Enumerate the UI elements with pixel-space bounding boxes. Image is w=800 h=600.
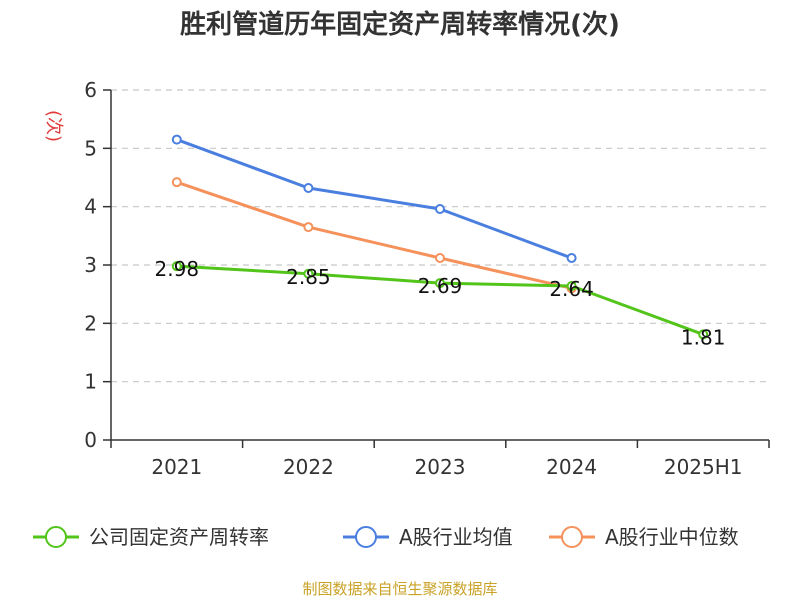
y-tick-label: 2 xyxy=(84,311,97,335)
y-axis-ticks: 0 1 2 3 4 5 6 xyxy=(84,78,111,452)
x-axis-ticks: 2021 2022 2023 2024 2025H1 xyxy=(110,440,770,479)
legend: 公司固定资产周转率 A股行业均值 A股行业中位数 xyxy=(33,525,739,549)
data-point xyxy=(435,204,445,214)
grid-lines xyxy=(111,89,769,383)
x-tick-label: 2024 xyxy=(546,455,597,479)
data-label: 2.69 xyxy=(418,274,463,298)
axes xyxy=(110,90,769,441)
data-point xyxy=(171,261,182,272)
x-tick-label: 2025H1 xyxy=(664,455,743,479)
source-note: 制图数据来自恒生聚源数据库 xyxy=(302,580,497,598)
x-tick-label: 2023 xyxy=(415,455,466,479)
legend-label: A股行业中位数 xyxy=(605,525,739,549)
series-lines xyxy=(171,134,709,340)
y-tick-label: 4 xyxy=(84,195,97,219)
data-point xyxy=(303,222,314,233)
chart-title: 胜利管道历年固定资产周转率情况(次) xyxy=(180,9,620,40)
y-tick-label: 0 xyxy=(84,428,97,452)
data-label: 2.64 xyxy=(549,277,594,301)
data-point xyxy=(435,278,445,289)
series-line xyxy=(176,180,572,290)
data-point xyxy=(566,281,577,291)
y-tick-label: 5 xyxy=(84,136,97,160)
data-label: 1.81 xyxy=(681,325,726,349)
legend-marker xyxy=(355,526,377,548)
legend-item: 公司固定资产周转率 xyxy=(33,525,269,549)
data-point xyxy=(566,253,577,263)
legend-label: A股行业均值 xyxy=(399,525,513,549)
series-0 xyxy=(171,261,709,340)
x-tick-label: 2022 xyxy=(283,455,334,479)
data-point xyxy=(303,268,314,279)
legend-marker xyxy=(561,526,583,548)
y-tick-label: 3 xyxy=(84,253,97,277)
data-point xyxy=(435,253,445,263)
legend-item: A股行业均值 xyxy=(343,525,513,549)
data-label: 2.85 xyxy=(286,265,331,289)
y-tick-label: 6 xyxy=(84,78,97,102)
y-axis-label: (次) xyxy=(43,110,64,142)
data-label: 2.98 xyxy=(155,257,200,281)
legend-label: 公司固定资产周转率 xyxy=(89,525,269,549)
legend-marker xyxy=(45,526,67,548)
series-line xyxy=(176,138,573,260)
legend-item: A股行业中位数 xyxy=(549,525,739,549)
x-tick-label: 2021 xyxy=(151,455,202,479)
series-1 xyxy=(171,134,577,263)
y-tick-label: 1 xyxy=(84,370,97,394)
data-point xyxy=(171,134,182,145)
series-2 xyxy=(171,177,577,294)
data-point xyxy=(303,183,314,193)
data-point xyxy=(171,177,182,188)
data-labels: 2.98 2.85 2.69 2.64 1.81 xyxy=(155,257,726,349)
data-point xyxy=(698,329,709,340)
